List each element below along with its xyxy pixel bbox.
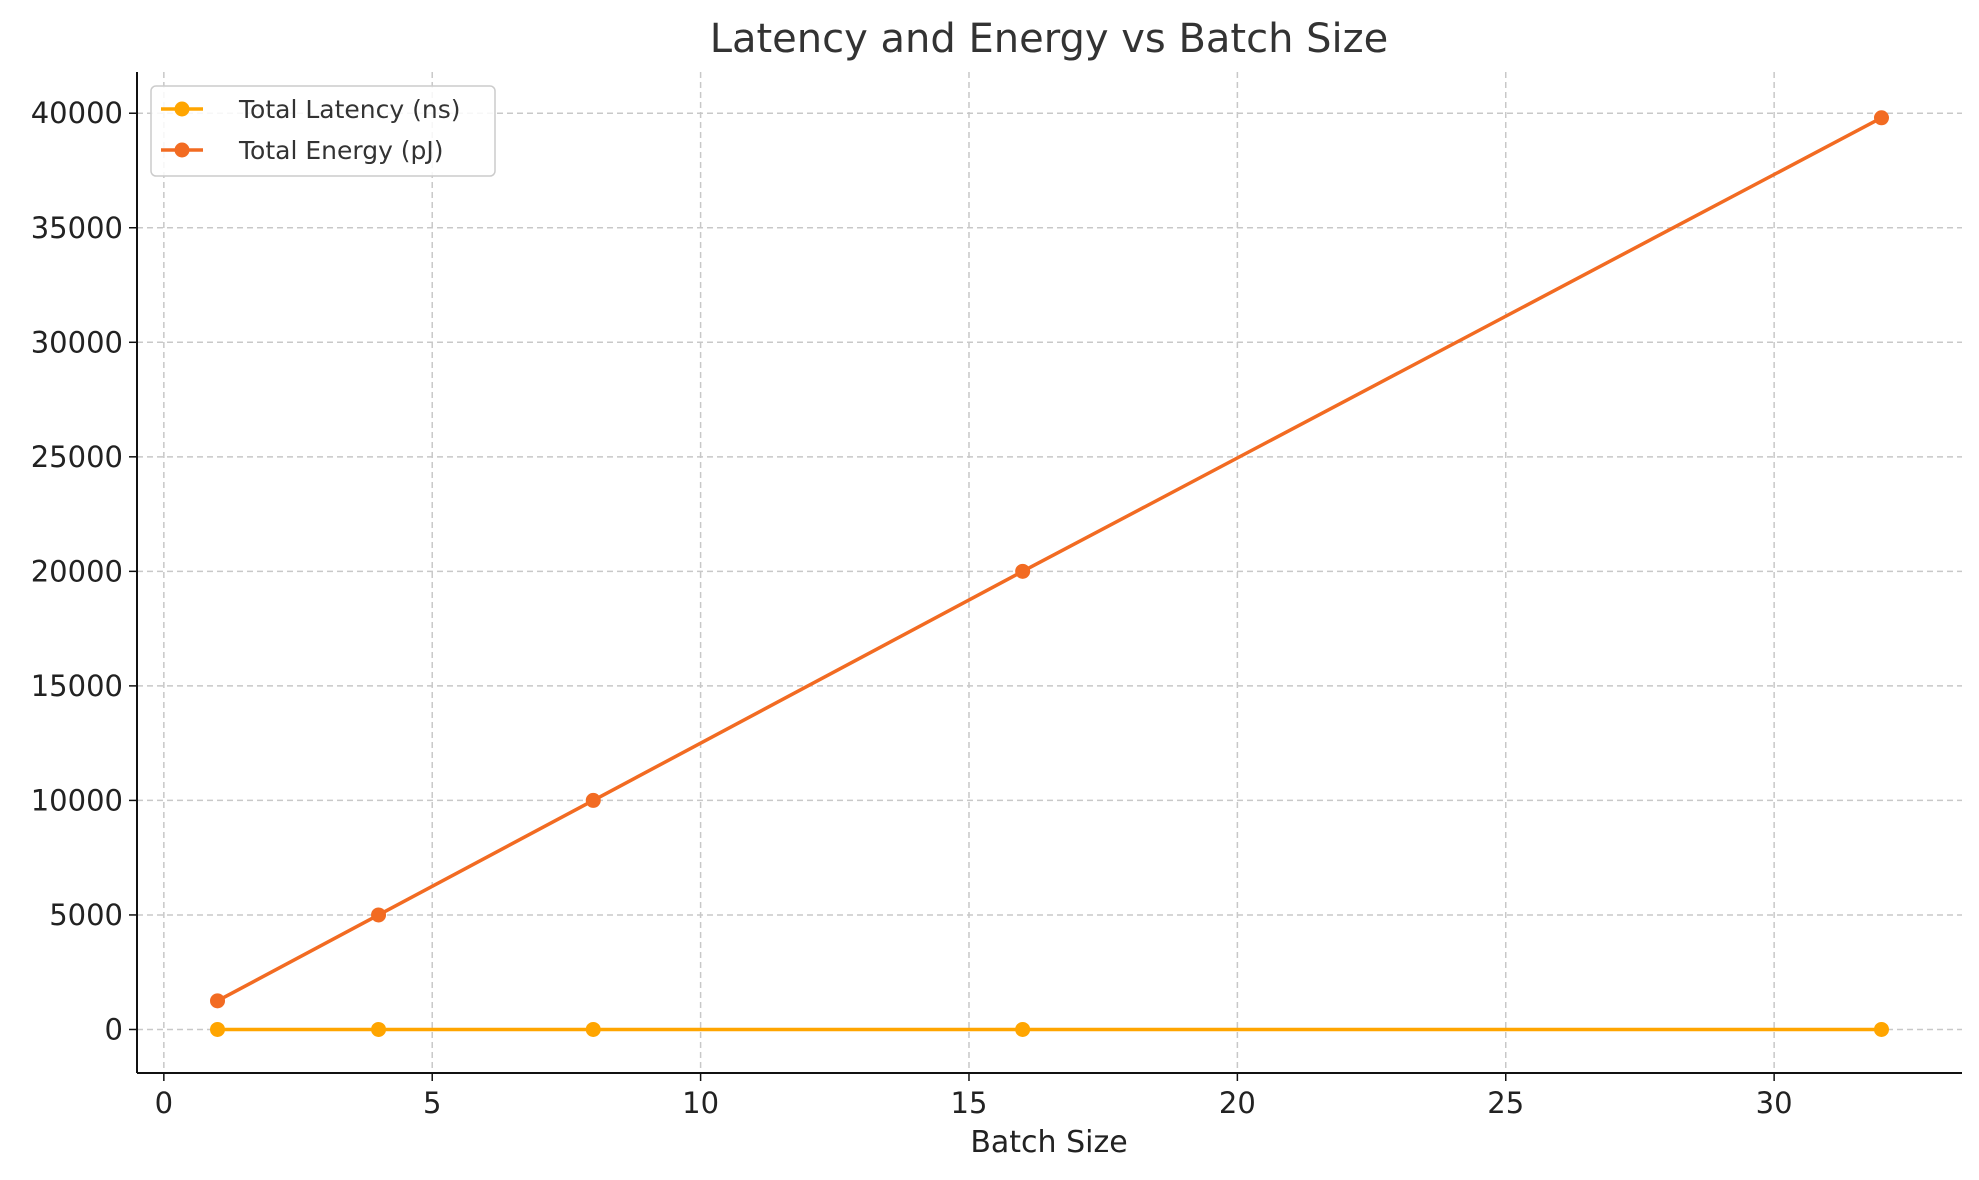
x-tick-label-2: 10 bbox=[682, 1086, 719, 1120]
data-point-1-4 bbox=[1873, 110, 1889, 126]
data-point-0-0 bbox=[210, 1021, 226, 1037]
y-tick-label-5: 25000 bbox=[31, 440, 123, 474]
y-tick-label-6: 30000 bbox=[31, 325, 123, 359]
legend-label-0: Total Latency (ns) bbox=[238, 95, 460, 124]
x-axis-label: Batch Size bbox=[970, 1125, 1127, 1160]
grid-layer bbox=[137, 72, 1962, 1073]
legend-label-1: Total Energy (pJ) bbox=[238, 136, 444, 165]
data-point-0-4 bbox=[1873, 1021, 1889, 1037]
y-tick-label-1: 5000 bbox=[49, 898, 123, 932]
y-tick-label-8: 40000 bbox=[31, 96, 123, 130]
y-tick-label-0: 0 bbox=[105, 1012, 123, 1046]
data-point-1-3 bbox=[1015, 563, 1031, 579]
legend-marker-1 bbox=[174, 142, 190, 158]
y-tick-label-2: 10000 bbox=[31, 783, 123, 817]
axes-layer: 0 5 10 15 20 25 30 0 5000 10000 15000 20000 25000 300… bbox=[31, 72, 1962, 1120]
series-line-1 bbox=[216, 116, 1883, 1003]
x-tick-label-3: 15 bbox=[951, 1086, 988, 1120]
data-point-0-2 bbox=[585, 1021, 601, 1037]
data-point-1-1 bbox=[371, 907, 387, 923]
x-tick-label-1: 5 bbox=[423, 1086, 441, 1120]
data-point-1-2 bbox=[585, 792, 601, 808]
data-point-1-0 bbox=[210, 993, 226, 1009]
x-tick-label-6: 30 bbox=[1756, 1086, 1793, 1120]
x-tick-label-0: 0 bbox=[155, 1086, 173, 1120]
chart-title: Latency and Energy vs Batch Size bbox=[710, 16, 1389, 62]
data-point-0-3 bbox=[1015, 1021, 1031, 1037]
y-tick-label-7: 35000 bbox=[31, 211, 123, 245]
y-tick-label-4: 20000 bbox=[31, 554, 123, 588]
legend-box bbox=[150, 85, 496, 177]
legend-marker-0 bbox=[174, 101, 190, 117]
y-tick-label-3: 15000 bbox=[31, 669, 123, 703]
legend: Total Latency (ns) Total Energy (pJ) bbox=[150, 85, 496, 177]
x-tick-label-4: 20 bbox=[1219, 1086, 1256, 1120]
series-layer bbox=[210, 110, 1889, 1037]
data-point-0-1 bbox=[371, 1021, 387, 1037]
x-tick-label-5: 25 bbox=[1487, 1086, 1524, 1120]
